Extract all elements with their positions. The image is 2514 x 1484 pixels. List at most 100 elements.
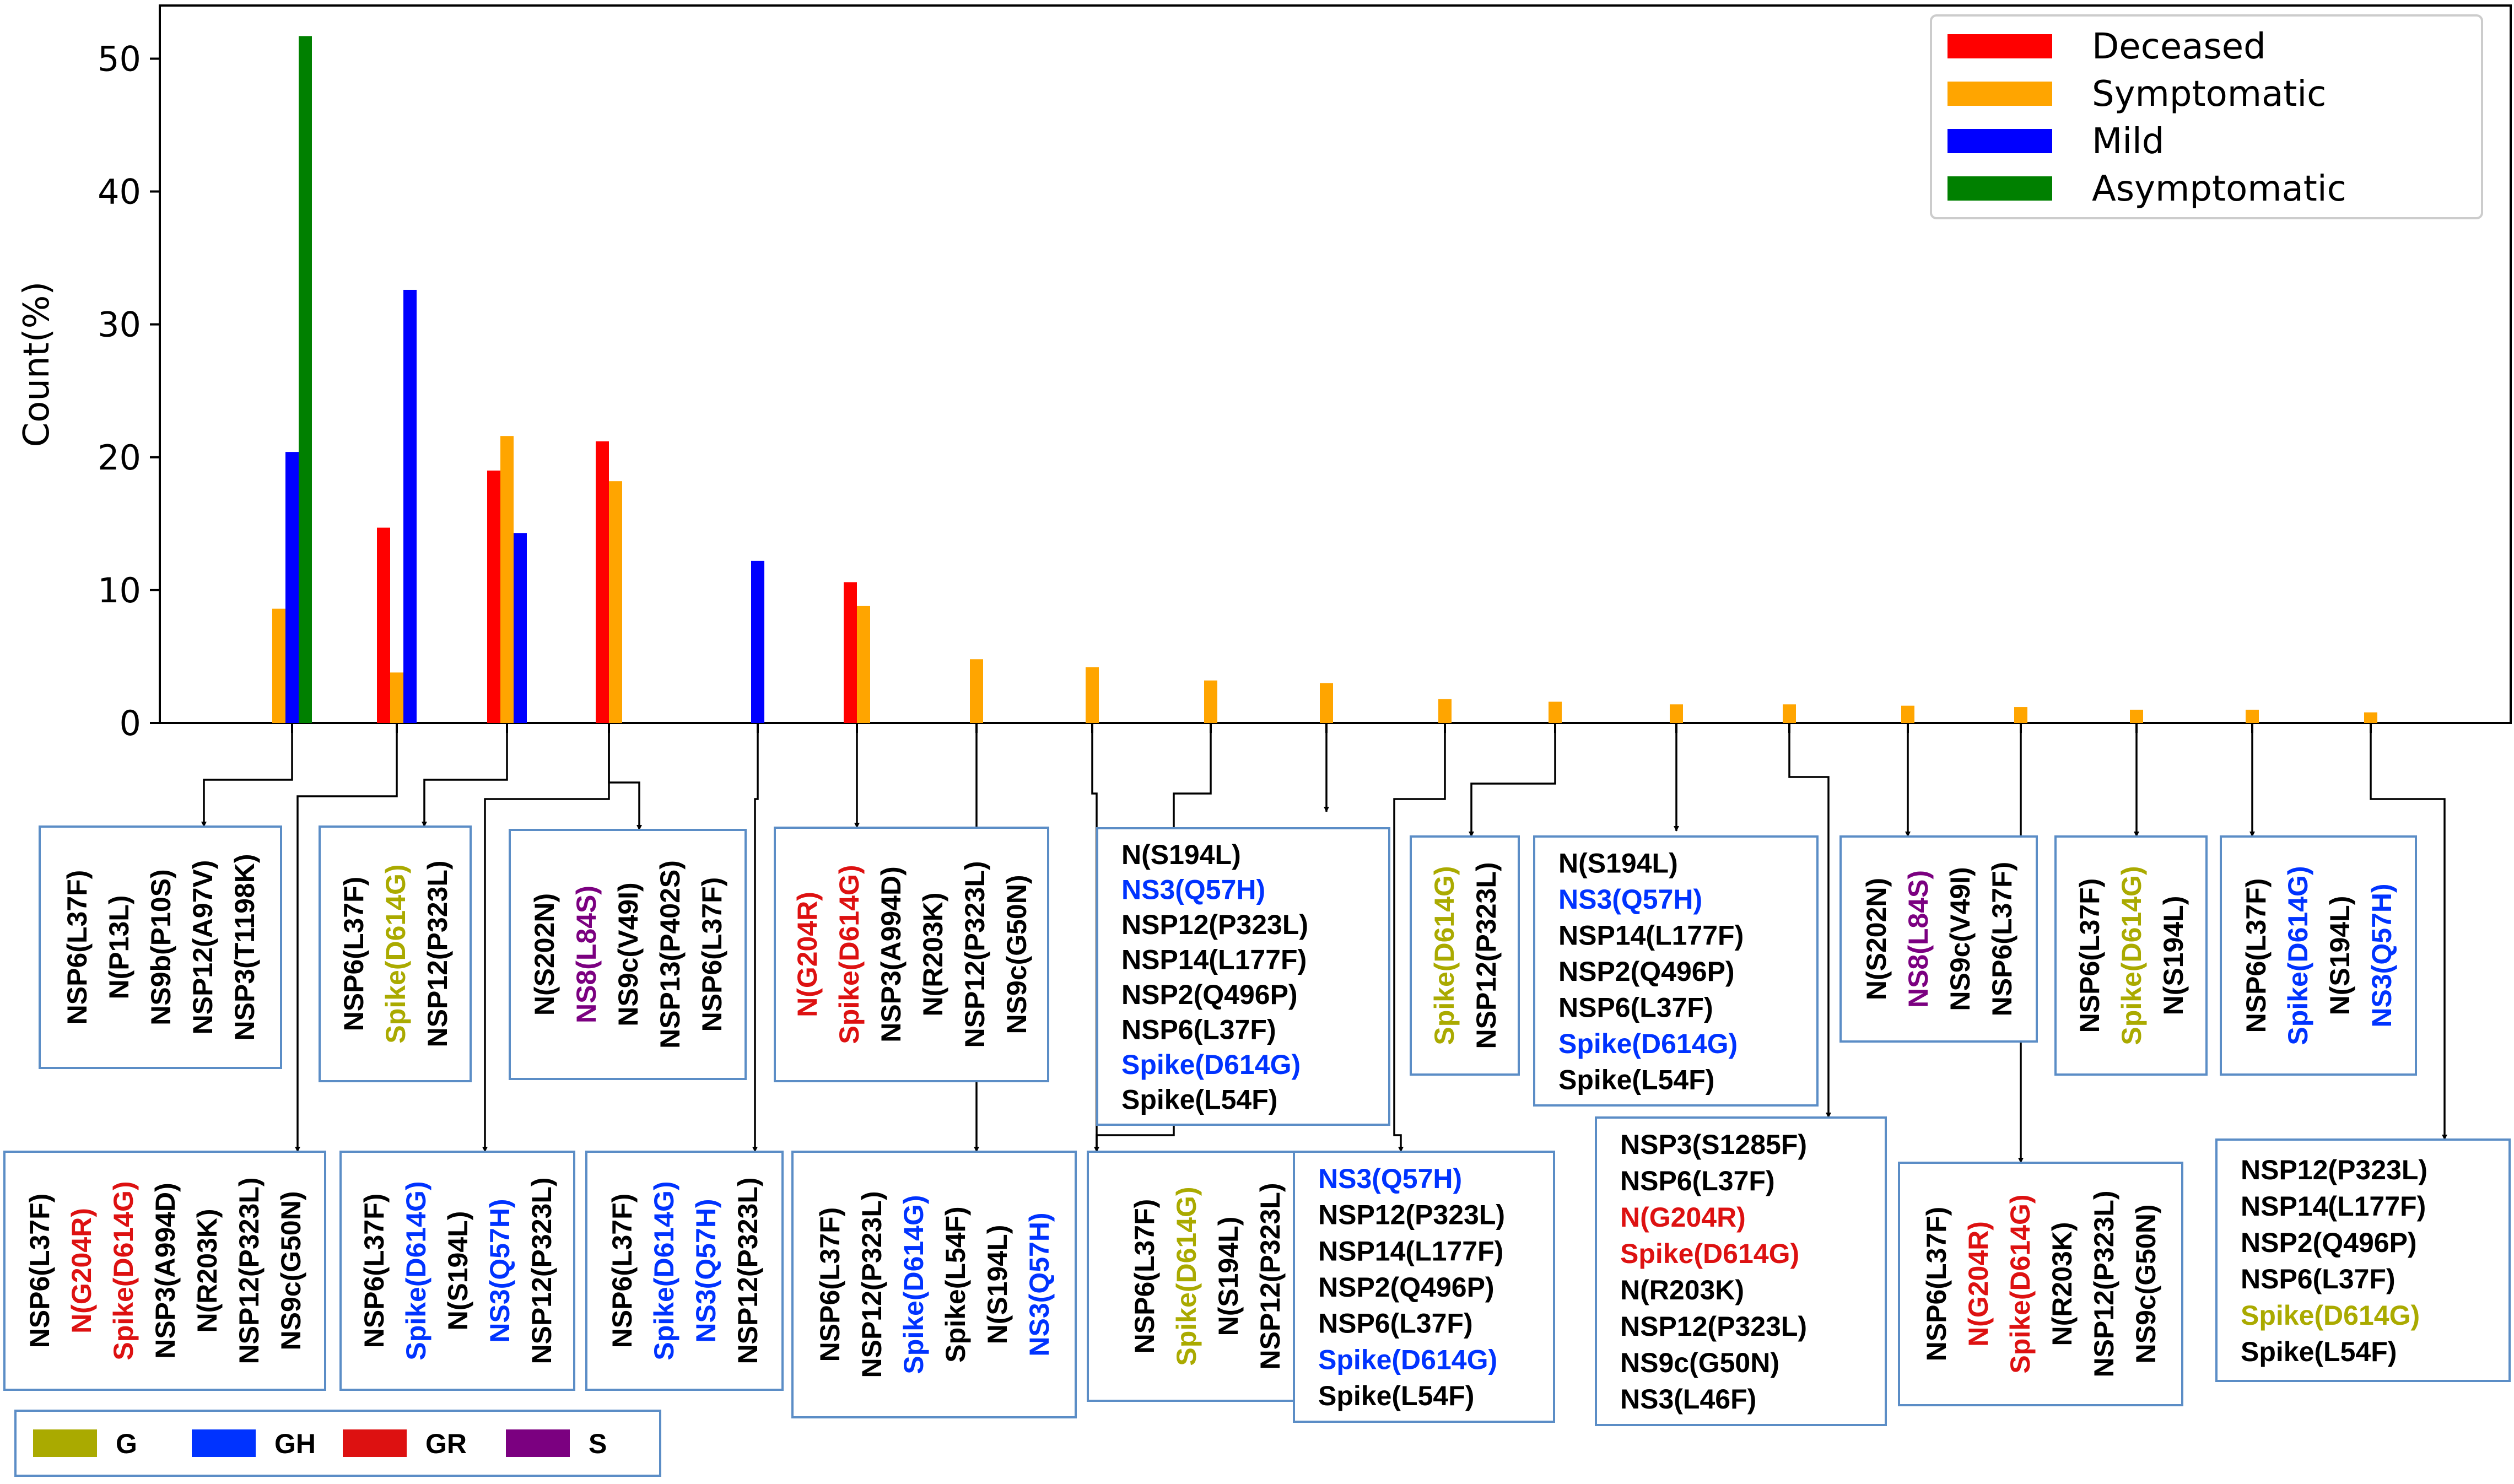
mutation-label: N(G204R) [1620,1202,1746,1233]
mutation-label: Spike(L54F) [1558,1064,1714,1095]
mutation-label: Spike(D614G) [401,1181,431,1360]
mutation-label: NSP2(Q496P) [1558,956,1735,987]
mutation-label: N(S194L) [2158,896,2189,1016]
bar-symptomatic-8 [1086,667,1099,723]
bar-symptomatic-16 [2014,707,2027,723]
mutation-label: NS3(Q57H) [690,1199,721,1342]
mutation-label: NSP6(L37F) [697,877,727,1032]
mutation-label: NSP6(L37F) [359,1194,390,1348]
legend-label-mild: Mild [2092,121,2164,162]
mutation-boxes-layer: NSP6(L37F) N(P13L) NS9b(P10S) NSP12(A97V) NS… [3,825,2511,1426]
mutation-box-c15 [1839,835,2038,1043]
mutation-box-c19 [2215,1138,2511,1382]
mutation-label: NS8(L84S) [571,886,602,1023]
mutation-label: NSP12(P323L) [1318,1200,1505,1231]
mutation-label: N(S194L) [1121,839,1241,870]
mutation-label: NSP6(L37F) [62,870,93,1025]
mutation-label: NS9c(G50N) [2130,1205,2161,1364]
mutation-label: NS9c(G50N) [276,1191,306,1351]
bar-mild-1 [285,452,299,723]
mutation-label: NSP2(Q496P) [2241,1227,2417,1258]
mutation-label: N(G204R) [1963,1221,1994,1347]
mutation-label: NSP12(P323L) [1255,1183,1286,1369]
mutation-label: Spike(D614G) [2116,866,2147,1045]
mutation-label: NSP6(L37F) [338,877,369,1032]
mutation-label: Spike(D614G) [380,864,411,1043]
mutation-label: NSP12(P323L) [732,1177,763,1364]
mutation-label: Spike(D614G) [2283,866,2313,1045]
mutation-label: NSP12(P323L) [2089,1190,2119,1377]
clade-label-gr: GR [425,1428,467,1459]
mutation-label: NSP3(A994D) [150,1183,181,1359]
bar-symptomatic-4 [609,481,622,723]
mutation-box-c5 [509,829,747,1080]
mutation-label: Spike(D614G) [649,1181,679,1360]
legend-frame [1930,14,2483,219]
mutation-label: NSP12(P323L) [422,860,453,1047]
connector-c19 [2370,733,2447,1140]
mutation-box-c17 [2054,835,2208,1076]
connector-c1 [201,733,293,827]
mutation-label: NSP6(L37F) [1921,1207,1952,1362]
connector-c12 [1469,733,1556,837]
mutation-box-c7 [774,827,1049,1082]
mutation-label: Spike(D614G) [1121,1049,1301,1080]
connector-c6 [752,733,759,1152]
mutation-box-c10 [1096,827,1390,1126]
bar-symptomatic-14 [1783,704,1796,723]
connector-c14 [1788,733,1831,1118]
mutation-label: N(R203K) [918,892,948,1016]
connector-c11 [1393,733,1446,1152]
mutation-label: NSP6(L37F) [2241,878,2272,1033]
mutation-label: NSP2(Q496P) [1318,1272,1495,1303]
bar-deceased-4 [596,441,609,723]
bar-symptomatic-9 [1204,680,1217,723]
mutation-label: NS9c(G50N) [1620,1347,1779,1378]
bar-symptomatic-15 [1901,705,1914,723]
mutation-box-c18 [2220,835,2417,1076]
y-tick-label: 40 [98,172,141,212]
mutation-box-c16 [1898,1162,2183,1406]
mutation-label: NSP12(P323L) [2241,1154,2427,1185]
mutation-label: NS3(Q57H) [2366,883,2397,1027]
legend-swatch-asymptomatic [1947,176,2052,201]
mutation-label: N(S194L) [982,1225,1013,1345]
legend-swatch-mild [1947,129,2052,153]
mutation-label: NSP6(L37F) [814,1207,845,1362]
clade-swatch-g [33,1429,97,1457]
y-tick-label: 20 [98,438,141,478]
legend-swatch-deceased [1947,34,2052,58]
mutation-label: Spike(D614G) [1558,1028,1738,1059]
connector-c2 [422,733,508,827]
bar-mild-2 [403,289,417,723]
mutation-label: Spike(D614G) [1318,1344,1497,1375]
mutation-label: NSP3(S1285F) [1620,1129,1807,1160]
bar-symptomatic-18 [2246,709,2259,723]
bar-deceased-2 [377,527,390,723]
mutation-label: Spike(D614G) [2241,1300,2420,1331]
mutation-label: NSP12(P323L) [1471,862,1502,1049]
mutation-label: NSP12(P323L) [1121,909,1308,940]
mutation-label: NS9c(G50N) [1001,875,1032,1034]
mutation-label: Spike(D614G) [108,1181,139,1360]
mutation-label: NSP3(T1198K) [229,854,260,1040]
mutation-label: N(S194L) [1558,848,1678,879]
bar-symptomatic-1 [272,608,285,723]
mutation-label: NSP14(L177F) [2241,1191,2426,1222]
plot-frame [159,4,2512,724]
connector-c5 [608,733,642,830]
y-tick-label: 10 [98,570,141,611]
mutation-label: N(G204R) [66,1208,97,1334]
mutation-box-c14 [1595,1116,1887,1426]
mutation-label: NSP3(A994D) [876,866,907,1043]
mutation-label: N(S202N) [529,893,560,1016]
mutation-label: Spike(L54F) [940,1206,971,1362]
mutation-label: N(S202N) [1861,878,1892,1000]
mutation-label: N(R203K) [1620,1275,1744,1305]
mutation-box-c11 [1293,1151,1555,1423]
bar-symptomatic-17 [2130,709,2143,723]
mutation-label: N(G204R) [792,892,823,1017]
mutation-label: NSP12(A97V) [187,860,218,1035]
clade-label-s: S [589,1428,607,1459]
